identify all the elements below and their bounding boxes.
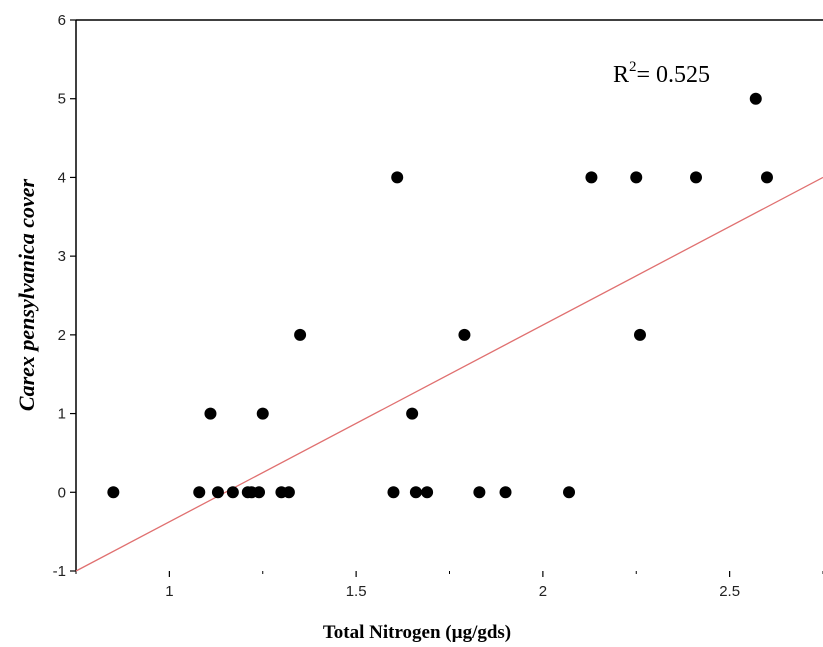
data-point (630, 171, 643, 184)
data-point (193, 486, 206, 499)
data-point (282, 486, 295, 499)
data-point (294, 328, 307, 341)
r-squared-base: R (613, 62, 629, 88)
data-point (760, 171, 773, 184)
y-tick-label: -1 (53, 563, 66, 580)
plot-layer: -1 0 1 2 3 4 5 6 1 1.5 2 2.5 (53, 12, 823, 600)
x-tick-label: 2 (539, 583, 547, 600)
y-tick-label: 5 (58, 91, 66, 108)
y-tick-label: 1 (58, 406, 66, 423)
data-point (458, 328, 471, 341)
data-point (253, 486, 266, 499)
data-point (256, 407, 269, 420)
y-tick-label: 6 (58, 12, 66, 29)
y-axis-title: Carex pensylvanica cover (14, 178, 39, 411)
r-squared-annotation: R2= 0.525 (613, 59, 710, 88)
data-point (563, 486, 576, 499)
data-point (633, 328, 646, 341)
data-point (749, 92, 762, 105)
data-point (211, 486, 224, 499)
x-tick-label: 2.5 (719, 583, 740, 600)
regression-line (75, 176, 823, 572)
data-point (226, 486, 239, 499)
x-tick-label: 1 (165, 583, 173, 600)
x-tick-label: 1.5 (346, 583, 367, 600)
r-squared-superscript: 2 (629, 59, 637, 75)
data-point (406, 407, 419, 420)
data-point (387, 486, 400, 499)
y-tick-label: 4 (58, 169, 66, 186)
x-axis-title: Total Nitrogen (µg/gds) (323, 622, 511, 643)
r-squared-value: = 0.525 (637, 62, 711, 88)
data-point (585, 171, 598, 184)
y-tick-label: 2 (58, 327, 66, 344)
data-point (421, 486, 434, 499)
data-point (391, 171, 404, 184)
data-point (473, 486, 486, 499)
data-point (690, 171, 703, 184)
data-point (409, 486, 422, 499)
data-point (499, 486, 512, 499)
y-tick-label: 0 (58, 484, 66, 501)
y-tick-label: 3 (58, 248, 66, 265)
data-point (204, 407, 217, 420)
data-point (107, 486, 120, 499)
